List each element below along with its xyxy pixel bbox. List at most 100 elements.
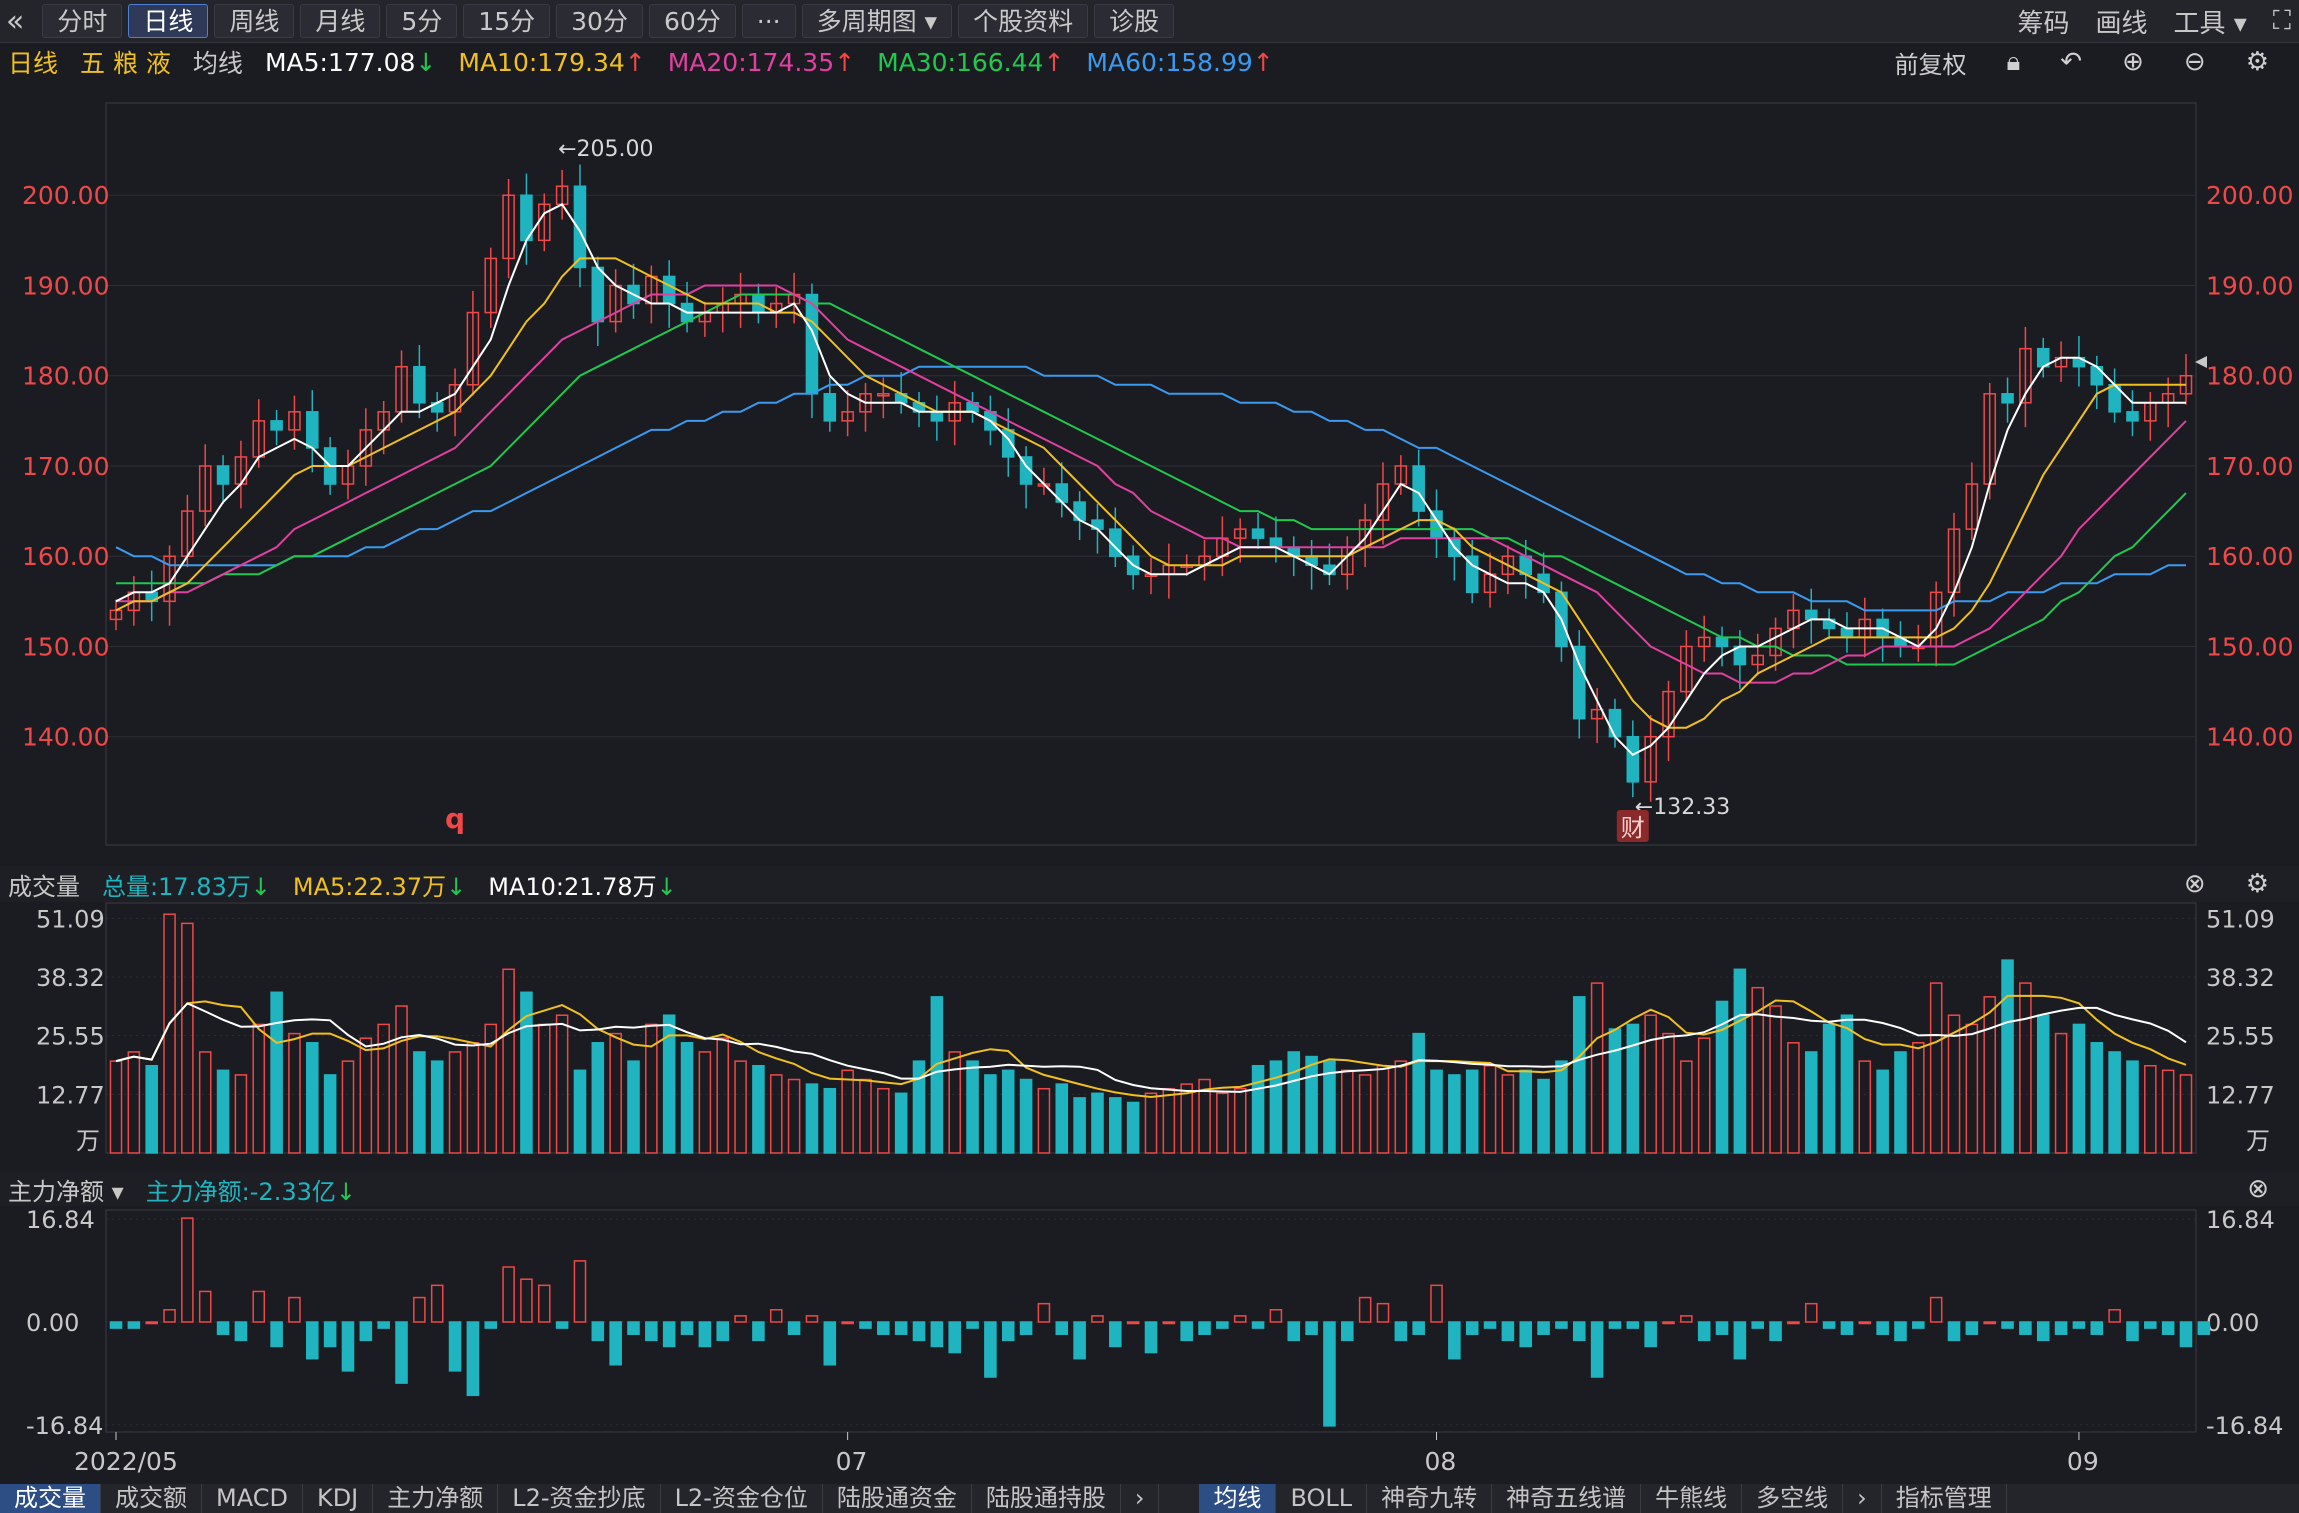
arrow-down-icon: ↓ [446,872,467,901]
period-button-2[interactable]: 周线 [214,4,295,38]
candle [1501,555,1515,576]
volume-bar [1037,1087,1051,1154]
period-button-8[interactable]: ··· [741,4,796,38]
ma30-value: MA30:166.44↑ [877,47,1065,77]
volume-bar [1341,1069,1354,1154]
net-flow-bar [109,1321,123,1329]
period-button-0[interactable]: 分时 [42,4,123,38]
indicator-tab-bottom_tabs_right-2[interactable]: 神奇九转 [1367,1484,1493,1513]
period-button-3[interactable]: 月线 [300,4,381,38]
price-tick-label-left: 160.00 [22,542,109,571]
indicator-tab-bottom_tabs_right-0[interactable]: 均线 [1199,1484,1277,1513]
candle [1608,708,1622,738]
volume-bar [252,1023,266,1154]
net-flow-bar [448,1321,462,1372]
volume-bar [1769,1005,1782,1154]
ma-legend: 日线 五 粮 液 均线 MA5:177.08↓ MA10:179.34↑ MA2… [0,42,2299,82]
stock-name[interactable]: 五 粮 液 [80,49,171,78]
close-icon[interactable]: ⊗ [2183,869,2206,899]
draw-line-button[interactable]: 画线 [2095,8,2148,39]
volume-tick-label-left: 51.09 [36,905,105,933]
net-flow-bar [1269,1309,1283,1323]
indicator-tab-bottom_tabs_right-4[interactable]: 牛熊线 [1641,1484,1743,1513]
indicator-tab-bottom_tabs_left-6[interactable]: L2-资金仓位 [661,1484,823,1513]
ma-label[interactable]: 均线 [192,49,243,78]
volume-bar [1501,1074,1515,1154]
event-marker-q: q [445,802,465,835]
net-flow-bar [288,1296,301,1323]
net-flow-bar [1073,1321,1086,1360]
indicator-tab-bottom_tabs_left-8[interactable]: 陆股通持股 [972,1484,1121,1513]
zoom-out-icon[interactable]: ⊖ [2183,47,2206,77]
net-flow-bar [1483,1321,1497,1329]
net-flow-title[interactable]: 主力净额 ▾ [8,1177,124,1206]
volume-bar [1251,1064,1265,1154]
volume-bar [1394,1060,1408,1154]
volume-bar [234,1074,248,1154]
candle [662,275,676,305]
net-flow-bar [1358,1296,1372,1323]
ma10-line [115,257,2186,729]
net-flow-bar [930,1321,944,1348]
collapse-icon[interactable]: « [6,3,25,39]
indicator-tab-bottom_tabs_left-1[interactable]: 成交额 [101,1484,202,1513]
indicator-tab-bottom_tabs_right-5[interactable]: 多空线 [1742,1484,1844,1513]
price-tick-label-right: 150.00 [2206,632,2293,661]
adjust-mode-button[interactable]: 前复权 [1894,50,1967,79]
close-icon[interactable]: ⊗ [2247,1174,2269,1204]
ma60-value: MA60:158.99↑ [1086,47,1274,77]
volume-bar [537,1023,551,1154]
net-flow-bar [1537,1321,1550,1335]
volume-bar [2072,1023,2086,1154]
toolbar-right: 筹码 画线 工具 ▾ ⛶ [2017,0,2291,42]
net-tick-label-right: -16.84 [2206,1412,2283,1440]
indicator-tab-bottom_tabs_left-7[interactable]: 陆股通资金 [823,1484,972,1513]
candle [841,411,854,422]
price-tick-label-left: 180.00 [22,362,109,391]
net-flow-bar [252,1290,266,1323]
indicator-tab-bottom_tabs_left-3[interactable]: KDJ [303,1484,374,1513]
indicator-tab-bottom_tabs_left-0[interactable]: 成交量 [0,1484,101,1513]
indicator-tab-bottom_tabs_right-6[interactable]: › [1843,1484,1882,1513]
net-flow-bar [1769,1321,1782,1342]
period-button-1[interactable]: 日线 [128,4,209,38]
event-marker-cai-bg [1616,810,1649,842]
tools-button[interactable]: 工具 ▾ [2173,8,2247,39]
period-button-4[interactable]: 5分 [386,4,458,38]
lock-icon[interactable]: 🔒︎ [2006,46,2021,77]
volume-bar [859,1078,872,1154]
net-flow-bar [1180,1321,1193,1342]
indicator-tab-bottom_tabs_left-5[interactable]: L2-资金抄底 [498,1484,661,1513]
chip-button[interactable]: 筹码 [2017,8,2070,39]
gear-icon[interactable]: ⚙ [2245,869,2269,899]
period-button-6[interactable]: 30分 [556,4,643,38]
volume-title[interactable]: 成交量 [8,872,80,901]
net-flow-bar [2054,1321,2068,1335]
arrow-down-icon: ↓ [335,1177,356,1206]
fullscreen-icon[interactable]: ⛶ [2272,5,2291,36]
price-tick-label-right: 190.00 [2206,271,2293,300]
zoom-in-icon[interactable]: ⊕ [2122,47,2144,77]
period-button-5[interactable]: 15分 [463,4,551,38]
net-flow-bar [1733,1321,1747,1360]
price-tick-label-right: 170.00 [2206,452,2293,481]
undo-icon[interactable]: ↶ [2060,47,2083,77]
net-flow-bar [1965,1321,1979,1335]
price-tick-label-right: 140.00 [2206,723,2293,752]
period-button-7[interactable]: 60分 [648,4,736,38]
period-button-9[interactable]: 多周期图 ▾ [801,4,953,38]
volume-bar [502,968,515,1154]
gear-icon[interactable]: ⚙ [2245,47,2269,77]
period-button-11[interactable]: 诊股 [1094,4,1175,38]
period-button-10[interactable]: 个股资料 [958,4,1089,38]
top-toolbar: « 分时 日线 周线 月线 5分 15分 30分 60分 ··· 多周期图 ▾ 个股资料 诊股 筹码 … [0,0,2299,43]
price-tick-label-left: 140.00 [22,723,109,752]
indicator-tab-bottom_tabs_left-4[interactable]: 主力净额 [373,1484,499,1513]
indicator-tab-bottom_tabs_right-1[interactable]: BOLL [1276,1484,1368,1513]
indicator-tab-bottom_tabs_right-3[interactable]: 神奇五线谱 [1492,1484,1642,1513]
indicator-tab-bottom_tabs_right-7[interactable]: 指标管理 [1882,1484,2007,1513]
indicator-tab-bottom_tabs_left-9[interactable]: › [1121,1484,1160,1513]
indicator-tab-bottom_tabs_left-2[interactable]: MACD [202,1484,303,1513]
volume-tick-label-right: 51.09 [2206,905,2275,933]
